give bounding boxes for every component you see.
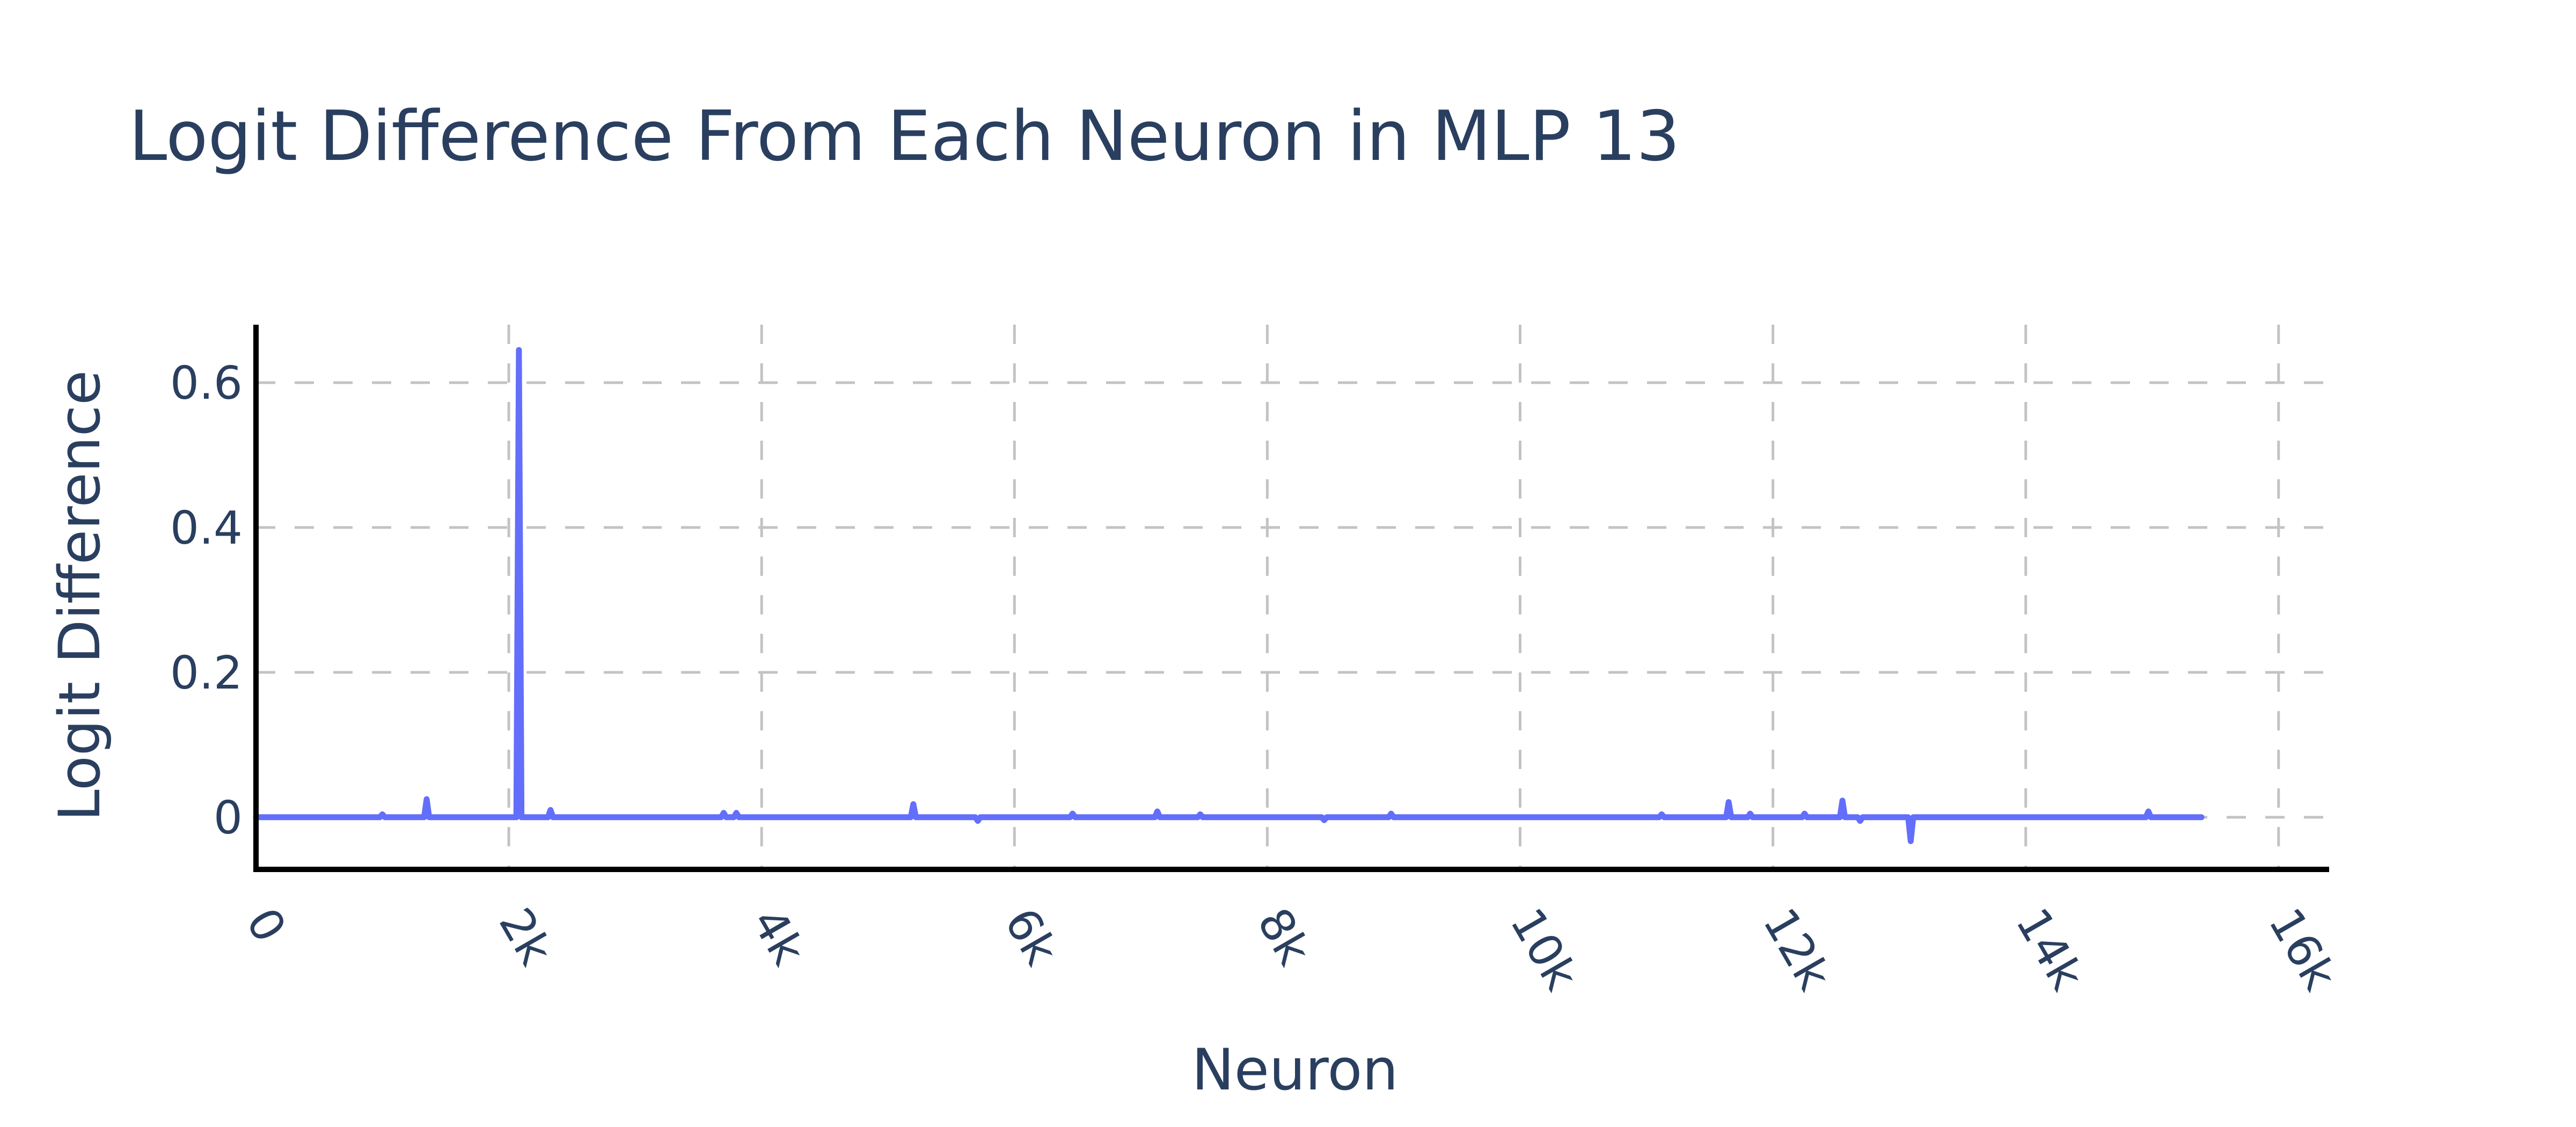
x-tick-label: 2k bbox=[488, 899, 562, 974]
tick-labels: 0 0.2 0.4 0.6 0 2k 4k 6k 8k 10k 12k 14k 16k bbox=[170, 357, 2346, 999]
y-tick-label: 0.4 bbox=[170, 502, 243, 555]
x-tick-label: 10k bbox=[1499, 899, 1587, 999]
y-tick-label: 0.2 bbox=[170, 647, 243, 700]
x-tick-label: 0 bbox=[236, 899, 296, 951]
x-tick-label: 6k bbox=[994, 899, 1067, 974]
x-tick-label: 14k bbox=[2005, 899, 2093, 999]
x-tick-label: 16k bbox=[2258, 899, 2346, 999]
series-line bbox=[253, 347, 2205, 844]
x-tick-label: 8k bbox=[1247, 899, 1320, 974]
chart-title: Logit Difference From Each Neuron in MLP… bbox=[129, 97, 1680, 177]
x-tick-label: 4k bbox=[741, 899, 815, 974]
y-tick-label: 0 bbox=[214, 792, 243, 845]
plot-area bbox=[253, 347, 2205, 844]
grid bbox=[256, 325, 2329, 869]
x-axis-title: Neuron bbox=[1192, 1037, 1399, 1103]
axes bbox=[253, 325, 2329, 872]
y-axis-title: Logit Difference bbox=[47, 370, 113, 822]
x-tick-label: 12k bbox=[1752, 899, 1840, 999]
y-tick-label: 0.6 bbox=[170, 357, 243, 410]
